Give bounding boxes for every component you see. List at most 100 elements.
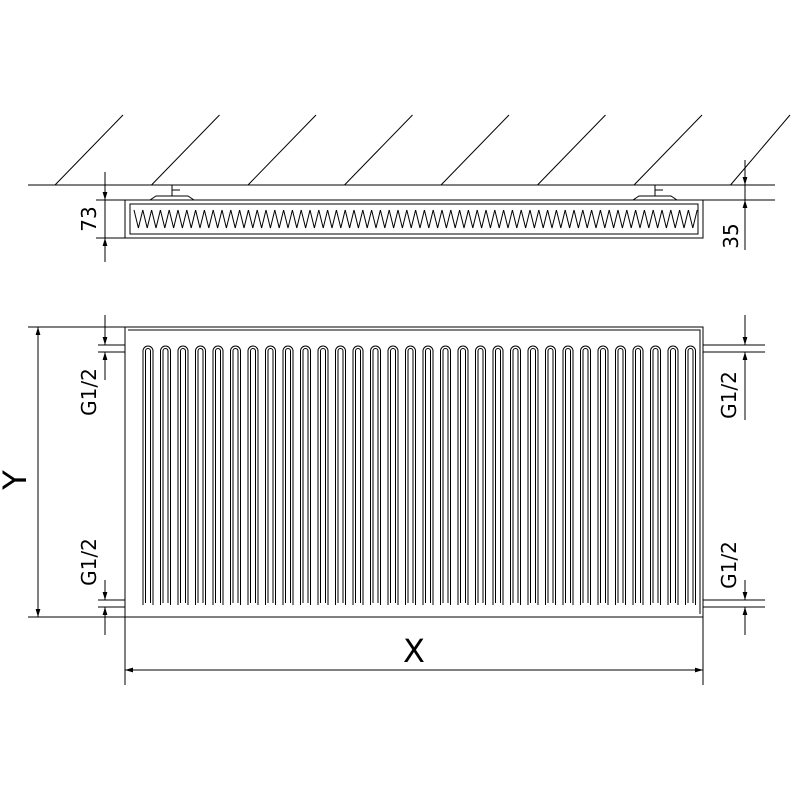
radiator-fin-inner <box>232 348 239 603</box>
radiator-fin-inner <box>477 348 484 603</box>
radiator-fin <box>177 345 189 605</box>
radiator-fin <box>387 345 399 605</box>
radiator-fin-inner <box>687 348 694 603</box>
convector-fin <box>503 209 513 229</box>
radiator-fin <box>352 345 364 605</box>
radiator-fin <box>335 345 346 605</box>
convector-fin <box>520 209 531 229</box>
radiator-fin <box>580 345 591 605</box>
height-dimension <box>28 326 125 618</box>
radiator-fin-inner <box>355 348 361 603</box>
radiator-fin <box>265 345 276 605</box>
radiator-fin-inner <box>565 348 571 603</box>
front-view-radiator <box>98 326 765 618</box>
convector-fin <box>679 209 689 229</box>
convector-fin <box>151 209 161 229</box>
convector-fin <box>643 209 654 229</box>
radiator-fin-inner <box>495 348 501 603</box>
radiator-fin <box>545 345 556 605</box>
radiator-fin <box>142 345 154 605</box>
depth-label: 73 <box>77 206 101 231</box>
convector-fin <box>283 209 293 229</box>
convector-fin <box>555 209 566 229</box>
radiator-fin-inner <box>425 348 431 603</box>
radiator-fin-inner <box>162 348 169 603</box>
radiator-fin-inner <box>442 348 449 603</box>
convector-fin <box>423 209 434 229</box>
convector-fin <box>309 209 320 229</box>
convector-fin <box>256 209 267 229</box>
convector-fin <box>300 209 311 229</box>
radiator-fin-inner <box>337 348 344 603</box>
radiator-fin-inner <box>460 348 466 603</box>
radiator-fin <box>457 345 469 605</box>
radiator-fin <box>527 345 539 605</box>
convector-fin <box>529 209 540 229</box>
wall-distance-dimension <box>703 160 775 250</box>
radiator-fin <box>685 345 696 605</box>
convector-fin <box>212 209 223 229</box>
convector-fin <box>142 209 153 229</box>
radiator-fin <box>667 345 679 605</box>
radiator-fin-inner <box>215 348 221 603</box>
convector-fin <box>670 209 681 229</box>
convector-fin <box>239 209 249 229</box>
convector-fin <box>661 209 672 229</box>
convector-fin <box>432 209 443 229</box>
radiator-fin <box>615 345 626 605</box>
convector-fin <box>459 209 469 229</box>
connection-label-left-bottom: G1/2 <box>77 538 101 586</box>
convector-fin <box>327 209 337 229</box>
radiator-fin <box>492 345 504 605</box>
wall-hatch-line <box>247 114 317 186</box>
radiator-fin <box>247 345 259 605</box>
convector-fin <box>221 209 232 229</box>
height-label: Y <box>0 470 34 491</box>
radiator-fin <box>195 345 206 605</box>
convector-fin <box>230 209 241 229</box>
convector-fin <box>335 209 346 229</box>
depth-dimension <box>96 172 125 262</box>
convector-fin <box>415 209 425 229</box>
convector-fin <box>274 209 285 229</box>
convector-fin <box>344 209 355 229</box>
radiator-fin-inner <box>635 348 641 603</box>
connection-label-left-top: G1/2 <box>77 368 101 416</box>
wall-hatch-line <box>151 114 220 186</box>
radiator-fin <box>300 345 311 605</box>
convector-fin <box>441 209 452 229</box>
convector-fin <box>291 209 302 229</box>
radiator-fin <box>422 345 434 605</box>
convector-fin <box>159 209 170 229</box>
convector-fin <box>582 209 593 229</box>
convector-fin <box>573 209 584 229</box>
convector-fin <box>494 209 505 229</box>
convector-fin <box>511 209 522 229</box>
width-dimension <box>124 617 704 685</box>
convector-fin <box>626 209 637 229</box>
radiator-fin <box>282 345 294 605</box>
convector-fin <box>397 209 408 229</box>
width-label: X <box>403 632 425 670</box>
convector-fin <box>547 209 557 229</box>
convector-fin <box>467 209 478 229</box>
convector-fin <box>388 209 399 229</box>
radiator-fin <box>230 345 241 605</box>
convector-fin <box>247 209 258 229</box>
convector-fin <box>353 209 364 229</box>
radiator-fin-inner <box>302 348 309 603</box>
convector-fin <box>599 209 610 229</box>
convector-fin <box>591 209 601 229</box>
convector-fin <box>450 209 461 229</box>
radiator-fin-inner <box>547 348 554 603</box>
convector-fin <box>617 209 628 229</box>
radiator-fin <box>632 345 644 605</box>
convector-fin <box>687 209 698 229</box>
wall-hatch-line <box>537 114 606 186</box>
radiator-fin <box>440 345 451 605</box>
radiator-fin-inner <box>250 348 256 603</box>
convector-fin <box>564 209 575 229</box>
radiator-fin <box>405 345 416 605</box>
convector-fin <box>485 209 496 229</box>
